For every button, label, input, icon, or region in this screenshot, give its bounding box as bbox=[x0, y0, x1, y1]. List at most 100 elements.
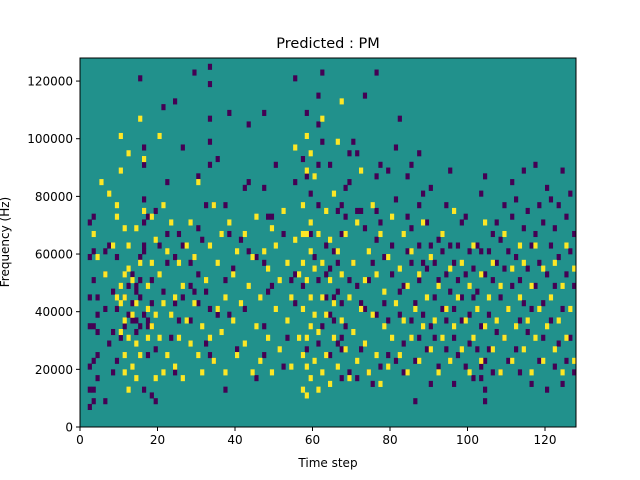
heatmap-cell-negative bbox=[173, 254, 178, 261]
heatmap-cell-negative bbox=[467, 311, 472, 318]
heatmap-cell-positive bbox=[173, 363, 178, 370]
heatmap-cell-positive bbox=[479, 357, 484, 364]
heatmap-cell-positive bbox=[308, 150, 313, 157]
heatmap-cell-positive bbox=[111, 242, 116, 249]
heatmap-cell-negative bbox=[196, 225, 201, 232]
heatmap-cell-positive bbox=[436, 282, 441, 289]
heatmap-cell-negative bbox=[95, 352, 100, 359]
heatmap-cell-negative bbox=[548, 242, 554, 249]
heatmap-cell-positive bbox=[114, 213, 120, 220]
heatmap-cell-negative bbox=[548, 196, 554, 203]
heatmap-cell-negative bbox=[401, 340, 406, 347]
heatmap-cell-negative bbox=[471, 375, 476, 382]
heatmap-cell-negative bbox=[153, 346, 158, 353]
heatmap-cell-negative bbox=[188, 317, 193, 324]
heatmap-cell-negative bbox=[444, 271, 449, 278]
heatmap-cell-negative bbox=[517, 277, 523, 284]
heatmap-cell-negative bbox=[374, 173, 379, 180]
heatmap-cell-negative bbox=[153, 398, 158, 405]
heatmap-cell-negative bbox=[142, 161, 147, 168]
heatmap-cell-negative bbox=[188, 282, 193, 289]
heatmap-cell-positive bbox=[161, 300, 166, 307]
heatmap-cell-negative bbox=[455, 277, 461, 284]
heatmap-cell-negative bbox=[545, 386, 550, 393]
heatmap-cell-negative bbox=[312, 254, 317, 261]
heatmap-cell-positive bbox=[312, 173, 317, 180]
heatmap-cell-negative bbox=[413, 357, 418, 364]
heatmap-cell-positive bbox=[378, 380, 383, 387]
heatmap-cell-positive bbox=[312, 357, 317, 364]
heatmap-cell-positive bbox=[521, 346, 526, 353]
chart-title: Predicted : PM bbox=[276, 36, 379, 52]
heatmap-cell-negative bbox=[103, 248, 108, 255]
heatmap-cell-negative bbox=[541, 219, 546, 226]
heatmap-cell-negative bbox=[413, 398, 418, 405]
heatmap-cell-positive bbox=[490, 259, 495, 266]
heatmap-cell-positive bbox=[250, 254, 255, 261]
heatmap-cell-negative bbox=[382, 300, 387, 307]
heatmap-cell-negative bbox=[421, 190, 426, 197]
heatmap-cell-negative bbox=[436, 363, 441, 370]
heatmap-cell-negative bbox=[196, 173, 201, 180]
heatmap-cell-negative bbox=[103, 398, 108, 405]
heatmap-cell-negative bbox=[417, 150, 422, 157]
heatmap-cell-positive bbox=[320, 259, 325, 266]
heatmap-cell-negative bbox=[180, 242, 185, 249]
heatmap-cell-positive bbox=[452, 323, 457, 330]
heatmap-cell-positive bbox=[483, 323, 488, 330]
heatmap-cell-negative bbox=[339, 230, 344, 238]
heatmap-cell-negative bbox=[552, 282, 557, 289]
heatmap-cell-negative bbox=[87, 363, 92, 370]
y-tick-label: 100000 bbox=[27, 132, 73, 146]
heatmap-cell-negative bbox=[564, 357, 569, 364]
heatmap-cell-negative bbox=[452, 334, 457, 341]
heatmap-cell-positive bbox=[258, 294, 263, 301]
heatmap-cell-negative bbox=[459, 294, 464, 301]
heatmap-cell-negative bbox=[452, 380, 457, 387]
heatmap-cell-negative bbox=[316, 161, 321, 168]
heatmap-cell-negative bbox=[173, 98, 178, 105]
heatmap-cell-positive bbox=[366, 248, 371, 255]
heatmap-cell-positive bbox=[382, 288, 387, 295]
heatmap-cell-negative bbox=[506, 357, 511, 364]
heatmap-cell-negative bbox=[91, 323, 96, 330]
heatmap-cell-positive bbox=[440, 334, 445, 341]
heatmap-cell-negative bbox=[424, 265, 430, 272]
heatmap-cell-positive bbox=[467, 369, 472, 376]
heatmap-cell-positive bbox=[560, 369, 565, 376]
heatmap-cell-negative bbox=[142, 311, 147, 318]
heatmap-cell-positive bbox=[386, 254, 391, 261]
heatmap-cell-negative bbox=[111, 288, 116, 295]
heatmap-cell-negative bbox=[541, 334, 546, 341]
heatmap-cell-negative bbox=[87, 254, 92, 261]
heatmap-cell-positive bbox=[223, 294, 228, 301]
x-axis-ticks: 0 20 40 60 80 100 120 bbox=[76, 427, 556, 447]
heatmap-cell-positive bbox=[498, 282, 503, 289]
heatmap-cell-positive bbox=[293, 144, 298, 151]
heatmap-cell-negative bbox=[537, 202, 542, 209]
heatmap-cell-negative bbox=[300, 156, 306, 163]
heatmap-cell-positive bbox=[227, 219, 232, 226]
heatmap-cell-negative bbox=[397, 311, 402, 318]
heatmap-cell-negative bbox=[138, 75, 143, 82]
heatmap-cell-positive bbox=[320, 294, 325, 301]
heatmap-cell-positive bbox=[246, 282, 251, 289]
heatmap-cell-negative bbox=[514, 254, 519, 261]
heatmap-cell-negative bbox=[316, 202, 321, 209]
heatmap-cell-negative bbox=[262, 109, 267, 116]
heatmap-cell-negative bbox=[409, 161, 414, 168]
heatmap-cell-negative bbox=[362, 92, 368, 99]
x-tick-label: 80 bbox=[382, 433, 397, 447]
heatmap-cell-positive bbox=[126, 150, 131, 157]
heatmap-cell-positive bbox=[448, 265, 453, 272]
heatmap-cell-positive bbox=[192, 300, 197, 307]
heatmap-cell-positive bbox=[568, 305, 573, 312]
heatmap-cell-negative bbox=[142, 219, 147, 226]
heatmap-cell-negative bbox=[347, 277, 352, 284]
heatmap-cell-negative bbox=[114, 305, 120, 312]
heatmap-cell-negative bbox=[238, 236, 244, 243]
heatmap-cell-negative bbox=[378, 161, 383, 168]
heatmap-cell-negative bbox=[545, 271, 550, 278]
heatmap-cell-positive bbox=[343, 230, 348, 238]
heatmap-cell-positive bbox=[459, 346, 464, 353]
